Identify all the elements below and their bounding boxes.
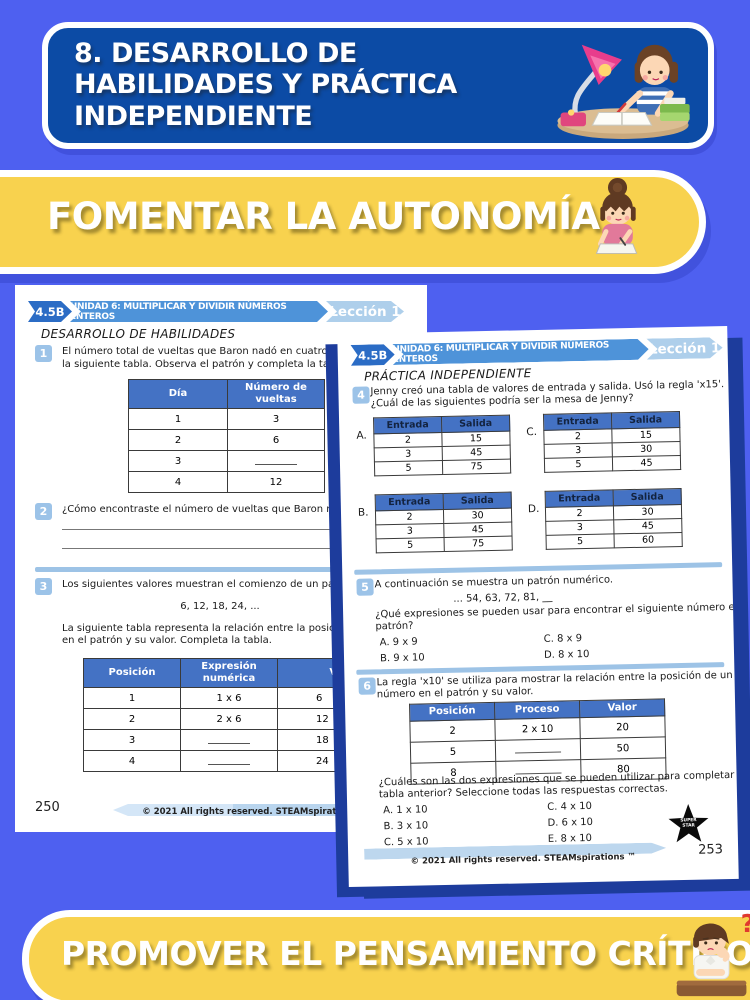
question-6-badge: 6 — [358, 677, 376, 695]
answer-table-label: D. — [527, 502, 540, 516]
option-b: B. 3 x 10 — [383, 820, 429, 833]
critical-thinking-banner: PROMOVER EL PENSAMIENTO CRÍTICO ? — [22, 909, 750, 1000]
question-1-text-line2: la siguiente tabla. Observa el patrón y … — [62, 359, 348, 370]
blank-answer-line — [255, 455, 297, 465]
autonomy-banner: FOMENTAR LA AUTONOMÍA — [0, 170, 706, 274]
question-4-badge: 4 — [352, 386, 370, 404]
option-e: E. 8 x 10 — [547, 832, 593, 845]
tab-lesson: Lección 1 — [326, 301, 404, 322]
answer-table-label: C. — [526, 425, 538, 439]
tab-unit: UNIDAD 6: MULTIPLICAR Y DIVIDIR NÚMEROS … — [392, 339, 648, 365]
answer-line — [62, 517, 384, 530]
tab-lesson: Lección 1 — [646, 337, 722, 360]
answer-table-d: Entrada Salida 2 30 3 45 5 60 — [545, 488, 683, 550]
option-a: A. 1 x 10 — [383, 804, 428, 817]
top-title: 8. DESARROLLO DE HABILIDADES Y PRÁCTICA … — [74, 38, 457, 132]
table-row: 5 45 — [544, 455, 681, 473]
table-header-row: Día Número de vueltas — [128, 379, 325, 409]
page-number: 250 — [35, 800, 60, 815]
svg-text:STAR: STAR — [682, 822, 695, 828]
blank-answer-line — [208, 755, 250, 765]
table-row: 5 75 — [376, 536, 513, 553]
copyright-text: © 2021 All rights reserved. STEAMspirati… — [142, 807, 368, 817]
answer-table-c: Entrada Salida 2 15 3 30 5 45 — [543, 411, 681, 473]
section-title: DESARROLLO DE HABILIDADES — [41, 327, 236, 341]
question-1-badge: 1 — [35, 345, 52, 362]
question-6-text-line2: número en el patrón y su valor. — [376, 686, 534, 701]
page-number: 253 — [697, 842, 724, 858]
number-pattern: 6, 12, 18, 24, ... — [180, 601, 260, 612]
question-5-badge: 5 — [356, 578, 374, 596]
question-3-text2-line1: La siguiente tabla representa la relació… — [62, 623, 350, 634]
tab-code: 4.5B — [350, 344, 394, 366]
answer-table-b: Entrada Salida 2 30 3 45 5 75 — [375, 492, 513, 554]
answer-line — [62, 536, 384, 549]
super-star-icon: SUPER STAR — [668, 803, 709, 843]
question-2-text: ¿Cómo encontraste el número de vueltas q… — [62, 504, 352, 515]
autonomy-banner-label: FOMENTAR LA AUTONOMÍA — [47, 195, 600, 238]
blank-answer-line — [208, 734, 250, 744]
question-5-question-line2: patrón? — [375, 620, 414, 633]
option-c: C. 8 x 9 — [543, 633, 583, 645]
table-row: 3 — [128, 450, 325, 472]
tab-unit: UNIDAD 6: MULTIPLICAR Y DIVIDIR NÚMEROS … — [70, 301, 328, 322]
girl-studying-at-desk-icon — [557, 44, 690, 139]
svg-text:SUPER: SUPER — [680, 817, 697, 823]
option-b: B. 9 x 10 — [379, 652, 425, 665]
number-pattern: ... 54, 63, 72, 81, __ — [453, 591, 553, 605]
question-1-text-line1: El número total de vueltas que Baron nad… — [62, 346, 352, 357]
table-row: 4 12 — [128, 471, 325, 493]
question-3-text: Los siguientes valores muestran el comie… — [62, 579, 355, 590]
boy-thinking-icon: ? — [676, 909, 750, 997]
option-a: A. 9 x 9 — [379, 636, 418, 649]
section-divider — [354, 562, 723, 575]
question-2-badge: 2 — [35, 503, 52, 520]
answer-table-label: B. — [357, 506, 369, 519]
option-d: D. 6 x 10 — [547, 816, 594, 829]
svg-text:?: ? — [741, 909, 750, 938]
worksheet-page-253: 4.5B UNIDAD 6: MULTIPLICAR Y DIVIDIR NÚM… — [337, 325, 739, 888]
table-row: 5 60 — [546, 532, 683, 550]
blank-answer-line — [514, 743, 562, 754]
table-row: 5 75 — [374, 459, 511, 476]
girl-writing-icon — [595, 177, 638, 254]
option-d: D. 8 x 10 — [543, 648, 590, 661]
tab-code: 4.5B — [28, 301, 72, 322]
section-title: PRÁCTICA INDEPENDIENTE — [364, 366, 532, 384]
answer-table-a: Entrada Salida 2 15 3 45 5 75 — [373, 415, 511, 477]
top-title-banner: 8. DESARROLLO DE HABILIDADES Y PRÁCTICA … — [42, 22, 714, 149]
critical-banner-label: PROMOVER EL PENSAMIENTO CRÍTICO — [61, 934, 750, 973]
question-3-text2-line2: en el patrón y su valor. Completa la tab… — [62, 635, 272, 646]
section-divider — [35, 567, 427, 572]
option-c: C. 4 x 10 — [547, 800, 593, 813]
answer-table-label: A. — [356, 429, 367, 442]
question-5-text: A continuación se muestra un patrón numé… — [374, 574, 614, 591]
option-c2: C. 5 x 10 — [383, 836, 429, 849]
question-3-badge: 3 — [35, 578, 52, 595]
